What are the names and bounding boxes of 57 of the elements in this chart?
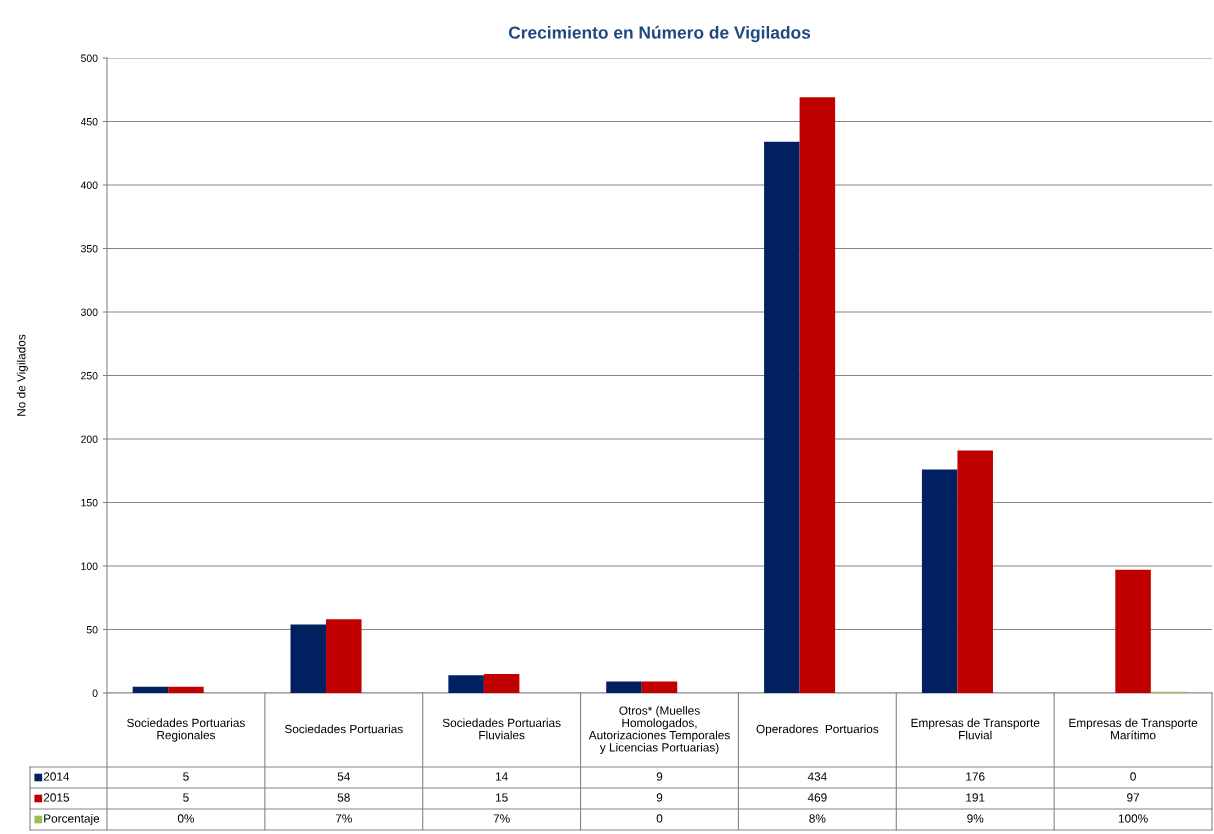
y-tick-label: 0 [92,689,98,697]
bar [448,675,484,693]
data-label: 100% [1118,814,1148,823]
x-tick-label: Empresas de Transporte Marítimo [1069,718,1198,740]
bar [326,619,362,693]
y-tick-label: 250 [81,372,98,380]
bar [957,450,993,693]
y-tick-label: 500 [81,54,98,62]
data-label: 8% [809,814,826,823]
y-tick-label: 300 [80,308,98,316]
data-label: 5 [183,793,189,802]
data-label: 9 [656,772,663,781]
data-label: 54 [337,772,351,781]
x-tick-label: Sociedades Portuarias Fluviales [442,718,561,740]
x-tick-label: Operadores Portuarios [756,724,879,736]
y-tick-label: 450 [80,118,98,126]
data-label: 14 [495,772,508,781]
x-tick-label: Sociedades Portuarias Regionales [127,718,245,742]
bar [764,141,800,693]
data-label: 58 [337,793,350,802]
bar [641,681,678,693]
data-label: 191 [966,793,985,802]
x-tick-label: Sociedades Portuarias [284,724,403,734]
data-label: 434 [807,772,827,781]
data-label: 7% [335,814,352,823]
y-axis-title: No de Vigilados [16,334,28,416]
data-label: 9% [967,814,984,823]
bar [483,673,520,693]
bar [290,624,327,693]
x-tick-label: Otros* (Muelles Homologados, Autorizaciones Temporales y Licencias Portuarias) [588,706,730,754]
legend-label: 2014 [43,772,70,781]
data-label: 9 [656,793,663,802]
bar [132,686,169,693]
y-tick-label: 100 [81,562,98,570]
data-label: 15 [495,793,508,802]
data-label: 469 [807,793,827,802]
data-label: 97 [1127,793,1140,802]
data-label: 0 [656,814,663,823]
bar [1115,569,1151,693]
bar [921,469,958,693]
bar [168,686,204,693]
data-label: 0 [1130,772,1136,781]
bar [606,681,642,693]
y-tick-label: 400 [80,181,98,189]
legend-label: 2015 [43,793,70,802]
y-tick-label: 200 [81,435,98,443]
data-label: 5 [183,772,189,781]
bar [799,97,836,693]
chart-title: Crecimiento en Número de Vigilados [508,25,811,43]
y-tick-label: 50 [86,626,98,634]
data-label: 0% [177,814,195,823]
y-tick-label: 350 [80,245,98,253]
data-label: 7% [493,814,510,823]
data-label: 176 [966,772,985,781]
legend-label: Porcentaje [44,814,100,825]
y-tick-label: 150 [81,499,98,507]
x-tick-label: Empresas de Transporte Fluvial [911,718,1040,740]
